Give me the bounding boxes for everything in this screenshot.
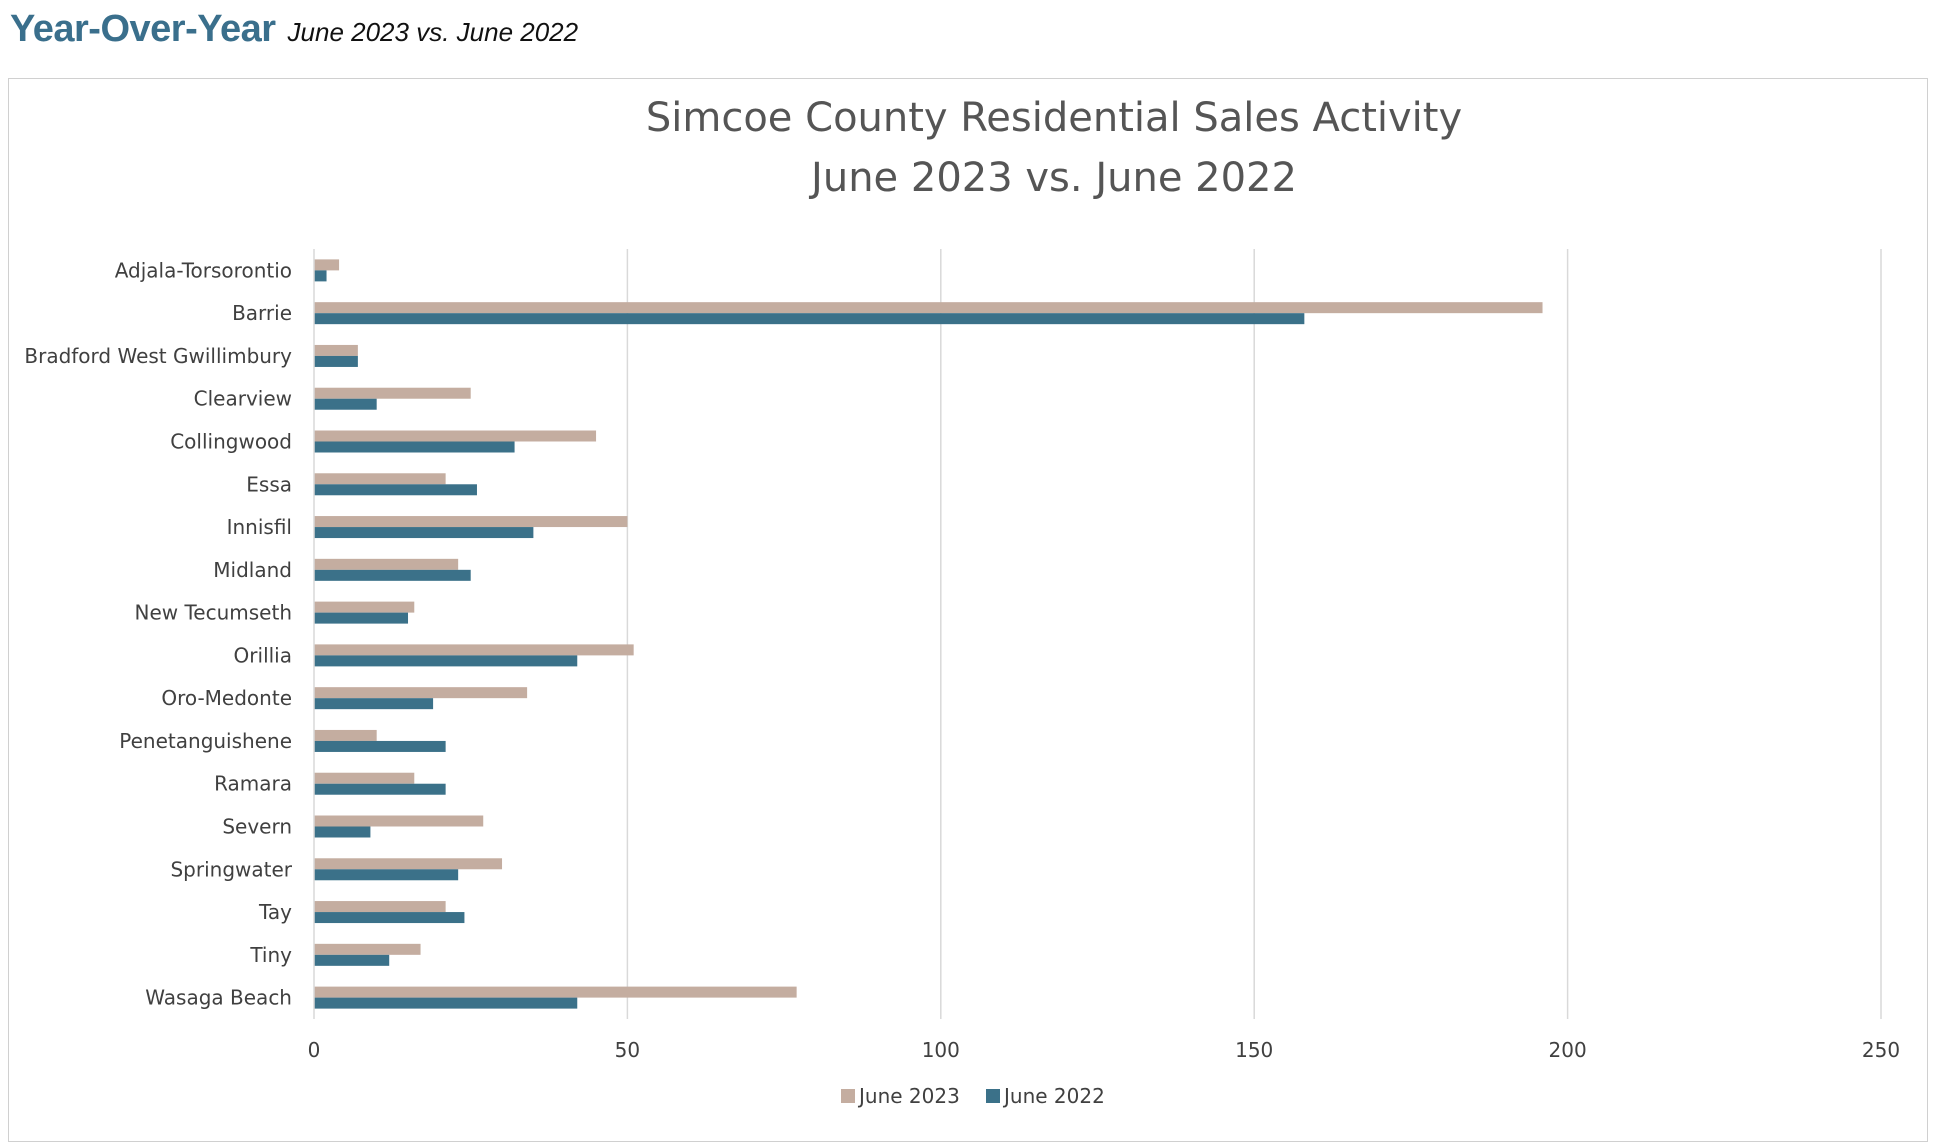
category-label: Tay bbox=[258, 900, 292, 924]
bar-june-2022 bbox=[314, 398, 377, 410]
bar-june-2022 bbox=[314, 612, 409, 624]
chart-title-line-1: Simcoe County Residential Sales Activity bbox=[646, 95, 1462, 141]
category-label: Springwater bbox=[170, 857, 292, 881]
bar-june-2023 bbox=[314, 601, 415, 613]
category-label: Barrie bbox=[232, 301, 292, 325]
bar-june-2022 bbox=[314, 270, 327, 282]
bar-june-2023 bbox=[314, 516, 628, 528]
bar-june-2023 bbox=[314, 302, 1543, 314]
bar-june-2023 bbox=[314, 344, 358, 356]
bar-june-2022 bbox=[314, 355, 358, 367]
page-title: Year-Over-Year bbox=[10, 8, 276, 50]
bar-june-2022 bbox=[314, 997, 578, 1009]
chart-bars bbox=[314, 259, 1543, 1009]
bar-june-2022 bbox=[314, 569, 471, 581]
bar-june-2022 bbox=[314, 954, 390, 966]
x-tick-label: 150 bbox=[1235, 1038, 1273, 1062]
chart-axis: 0 50 100 150 200 250 Adjala-Torsorontio Barrie B… bbox=[24, 249, 1900, 1062]
category-label: Oro-Medonte bbox=[161, 686, 292, 710]
category-label: Midland bbox=[213, 558, 292, 582]
bar-june-2022 bbox=[314, 912, 465, 924]
bar-june-2023 bbox=[314, 858, 503, 870]
bar-june-2023 bbox=[314, 772, 415, 784]
bar-june-2022 bbox=[314, 441, 515, 453]
bar-june-2022 bbox=[314, 783, 446, 795]
bar-june-2022 bbox=[314, 740, 446, 752]
legend-swatch bbox=[986, 1089, 1000, 1103]
bar-june-2023 bbox=[314, 430, 597, 442]
bar-june-2023 bbox=[314, 644, 634, 656]
category-label: Adjala-Torsorontio bbox=[115, 258, 292, 282]
category-label: Innisfil bbox=[227, 515, 292, 539]
bar-june-2023 bbox=[314, 729, 377, 741]
chart-title: Simcoe County Residential Sales Activity… bbox=[646, 95, 1462, 201]
bar-june-2023 bbox=[314, 815, 484, 827]
category-label: Orillia bbox=[234, 643, 292, 667]
bar-june-2023 bbox=[314, 259, 340, 271]
x-tick-label: 50 bbox=[615, 1038, 640, 1062]
x-tick-label: 250 bbox=[1862, 1038, 1900, 1062]
bar-june-2023 bbox=[314, 986, 797, 998]
chart-frame: Simcoe County Residential Sales Activity… bbox=[8, 78, 1928, 1142]
bar-chart: Simcoe County Residential Sales Activity… bbox=[24, 95, 1900, 1108]
category-label: Severn bbox=[222, 815, 292, 839]
category-label: Bradford West Gwillimbury bbox=[24, 344, 292, 368]
bar-june-2023 bbox=[314, 687, 528, 699]
x-tick-label: 200 bbox=[1549, 1038, 1587, 1062]
chart-gridlines bbox=[626, 249, 1882, 1019]
bar-june-2023 bbox=[314, 558, 459, 570]
category-label: Tiny bbox=[249, 943, 292, 967]
bar-june-2023 bbox=[314, 943, 421, 955]
bar-june-2022 bbox=[314, 869, 459, 881]
bar-june-2022 bbox=[314, 527, 534, 539]
x-tick-label: 100 bbox=[922, 1038, 960, 1062]
bar-june-2022 bbox=[314, 484, 477, 496]
category-label: Ramara bbox=[214, 772, 292, 796]
bar-june-2022 bbox=[314, 698, 434, 710]
bar-june-2022 bbox=[314, 826, 371, 838]
chart-legend: June 2023 June 2022 bbox=[841, 1084, 1105, 1108]
category-label: Collingwood bbox=[170, 430, 292, 454]
bar-june-2022 bbox=[314, 655, 578, 667]
category-label: Clearview bbox=[194, 387, 292, 411]
category-label: Wasaga Beach bbox=[145, 986, 292, 1010]
page-subtitle: June 2023 vs. June 2022 bbox=[287, 17, 579, 47]
bar-june-2022 bbox=[314, 313, 1305, 325]
legend-label: June 2023 bbox=[857, 1084, 960, 1108]
page-header: Year-Over-Year June 2023 vs. June 2022 bbox=[10, 8, 578, 56]
chart-title-line-2: June 2023 vs. June 2022 bbox=[808, 155, 1297, 201]
bar-june-2023 bbox=[314, 473, 446, 485]
x-tick-label: 0 bbox=[308, 1038, 321, 1062]
bar-june-2023 bbox=[314, 901, 446, 913]
category-label: New Tecumseth bbox=[135, 601, 293, 625]
legend-swatch bbox=[841, 1089, 855, 1103]
category-label: Essa bbox=[246, 472, 292, 496]
category-label: Penetanguishene bbox=[119, 729, 292, 753]
bar-june-2023 bbox=[314, 387, 471, 399]
legend-label: June 2022 bbox=[1002, 1084, 1105, 1108]
